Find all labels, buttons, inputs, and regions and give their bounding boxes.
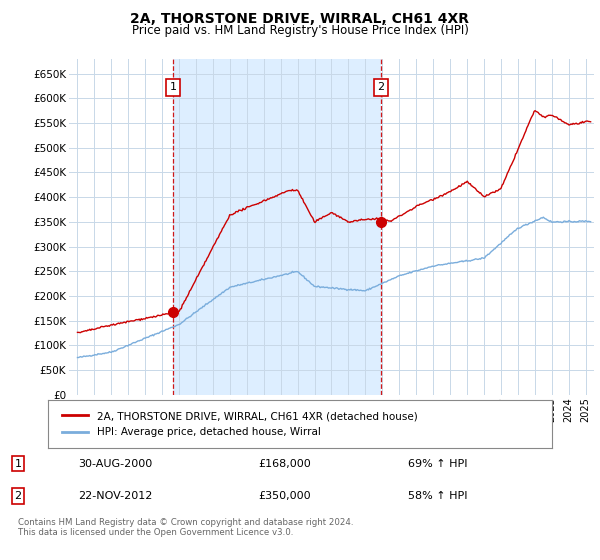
Text: 2: 2: [377, 82, 384, 92]
Text: Contains HM Land Registry data © Crown copyright and database right 2024.
This d: Contains HM Land Registry data © Crown c…: [18, 518, 353, 538]
Text: 69% ↑ HPI: 69% ↑ HPI: [408, 459, 467, 469]
Text: 1: 1: [170, 82, 177, 92]
Legend: 2A, THORSTONE DRIVE, WIRRAL, CH61 4XR (detached house), HPI: Average price, deta: 2A, THORSTONE DRIVE, WIRRAL, CH61 4XR (d…: [58, 407, 422, 441]
Text: 58% ↑ HPI: 58% ↑ HPI: [408, 491, 467, 501]
Bar: [173, 59, 380, 395]
Text: 30-AUG-2000: 30-AUG-2000: [78, 459, 152, 469]
Text: 1: 1: [14, 459, 22, 469]
Text: 2: 2: [14, 491, 22, 501]
Text: 2A, THORSTONE DRIVE, WIRRAL, CH61 4XR: 2A, THORSTONE DRIVE, WIRRAL, CH61 4XR: [131, 12, 470, 26]
Text: 22-NOV-2012: 22-NOV-2012: [78, 491, 152, 501]
Text: £350,000: £350,000: [258, 491, 311, 501]
Text: Price paid vs. HM Land Registry's House Price Index (HPI): Price paid vs. HM Land Registry's House …: [131, 24, 469, 36]
Text: £168,000: £168,000: [258, 459, 311, 469]
